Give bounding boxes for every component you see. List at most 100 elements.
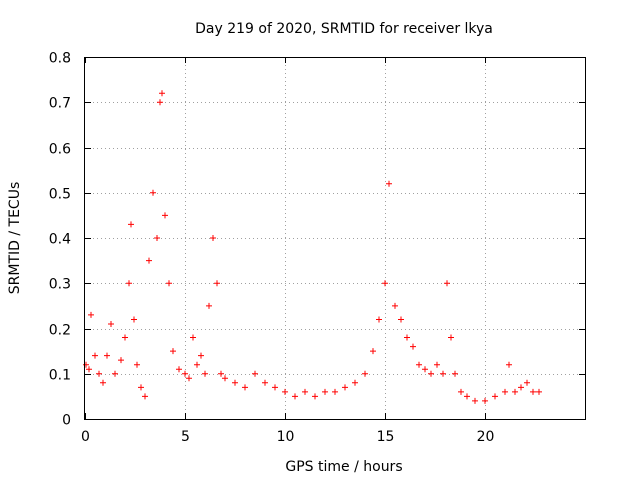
data-point bbox=[100, 379, 106, 386]
data-point bbox=[322, 388, 328, 395]
data-point bbox=[512, 388, 518, 395]
data-point bbox=[150, 189, 156, 196]
data-point bbox=[362, 370, 368, 377]
data-point bbox=[352, 379, 358, 386]
data-point bbox=[506, 361, 512, 368]
x-tick-label: 10 bbox=[277, 429, 295, 445]
chart-title: Day 219 of 2020, SRMTID for receiver lky… bbox=[195, 21, 493, 37]
y-tick-label: 0.3 bbox=[49, 277, 71, 293]
data-point bbox=[162, 212, 168, 219]
data-point bbox=[382, 280, 388, 287]
data-point bbox=[104, 352, 110, 359]
x-axis-label: GPS time / hours bbox=[285, 459, 402, 475]
data-point bbox=[154, 235, 160, 241]
data-point bbox=[182, 370, 188, 377]
data-point bbox=[142, 393, 148, 400]
data-point bbox=[444, 280, 450, 287]
data-point bbox=[370, 348, 376, 355]
data-point bbox=[83, 361, 89, 368]
data-point bbox=[386, 180, 392, 187]
data-point bbox=[176, 366, 182, 373]
data-point bbox=[112, 370, 118, 377]
data-point bbox=[92, 352, 98, 359]
data-point bbox=[126, 280, 132, 287]
data-point bbox=[157, 99, 163, 106]
data-point bbox=[440, 370, 446, 377]
data-point bbox=[448, 334, 454, 341]
data-point bbox=[292, 393, 298, 400]
data-point bbox=[502, 388, 508, 395]
data-point bbox=[159, 90, 165, 97]
grid bbox=[85, 57, 585, 419]
data-point bbox=[422, 366, 428, 373]
y-tick-label: 0.4 bbox=[49, 232, 71, 248]
data-point bbox=[342, 384, 348, 391]
data-point bbox=[482, 397, 488, 404]
data-point bbox=[194, 361, 200, 368]
data-point bbox=[398, 316, 404, 323]
data-point bbox=[282, 388, 288, 395]
data-point bbox=[190, 334, 196, 341]
data-point bbox=[108, 320, 114, 327]
y-tick-label: 0.8 bbox=[49, 51, 71, 67]
axis-ticks bbox=[85, 57, 585, 420]
data-point bbox=[536, 388, 542, 395]
data-point bbox=[210, 235, 216, 241]
data-point bbox=[458, 388, 464, 395]
data-point bbox=[131, 316, 137, 323]
data-point bbox=[146, 257, 152, 264]
data-point bbox=[96, 370, 102, 377]
data-points bbox=[83, 90, 542, 404]
data-point bbox=[472, 397, 478, 404]
x-tick-label: 5 bbox=[181, 429, 190, 445]
data-point bbox=[392, 302, 398, 309]
data-point bbox=[138, 384, 144, 391]
data-point bbox=[376, 316, 382, 323]
data-point bbox=[312, 393, 318, 400]
y-tick-label: 0.2 bbox=[49, 323, 71, 339]
x-tick-label: 20 bbox=[477, 429, 495, 445]
data-point bbox=[416, 361, 422, 368]
data-point bbox=[128, 221, 134, 228]
y-tick-label: 0.7 bbox=[49, 96, 71, 112]
data-point bbox=[262, 379, 268, 386]
data-point bbox=[518, 384, 524, 391]
data-point bbox=[272, 384, 278, 391]
data-point bbox=[186, 375, 192, 382]
data-point bbox=[410, 343, 416, 350]
data-point bbox=[242, 384, 248, 391]
plot-frame bbox=[84, 57, 586, 420]
data-point bbox=[218, 370, 224, 377]
data-point bbox=[86, 366, 92, 373]
data-point bbox=[332, 388, 338, 395]
data-point bbox=[222, 375, 228, 382]
data-point bbox=[134, 361, 140, 368]
data-point bbox=[404, 334, 410, 341]
data-point bbox=[530, 388, 536, 395]
data-point bbox=[452, 370, 458, 377]
y-tick-label: 0.1 bbox=[49, 368, 71, 384]
data-point bbox=[198, 352, 204, 359]
x-tick-label: 0 bbox=[81, 429, 90, 445]
x-tick-labels: 0 5 10 15 20 bbox=[81, 429, 494, 445]
y-axis-label: SRMTID / TECUs bbox=[7, 182, 23, 295]
data-point bbox=[464, 393, 470, 400]
data-point bbox=[302, 388, 308, 395]
data-point bbox=[428, 370, 434, 377]
data-point bbox=[118, 357, 124, 364]
data-point bbox=[170, 348, 176, 355]
data-point bbox=[202, 370, 208, 377]
data-point bbox=[214, 280, 220, 287]
data-point bbox=[434, 361, 440, 368]
y-tick-label: 0 bbox=[62, 413, 71, 429]
data-point bbox=[88, 311, 94, 318]
y-tick-labels: 0 0.1 0.2 0.3 0.4 0.5 0.6 0.7 0.8 bbox=[49, 51, 71, 429]
y-tick-label: 0.5 bbox=[49, 187, 71, 203]
data-point bbox=[166, 280, 172, 287]
data-point bbox=[122, 334, 128, 341]
data-point bbox=[252, 370, 258, 377]
x-tick-label: 15 bbox=[377, 429, 395, 445]
data-point bbox=[206, 302, 212, 309]
data-point bbox=[524, 379, 530, 386]
